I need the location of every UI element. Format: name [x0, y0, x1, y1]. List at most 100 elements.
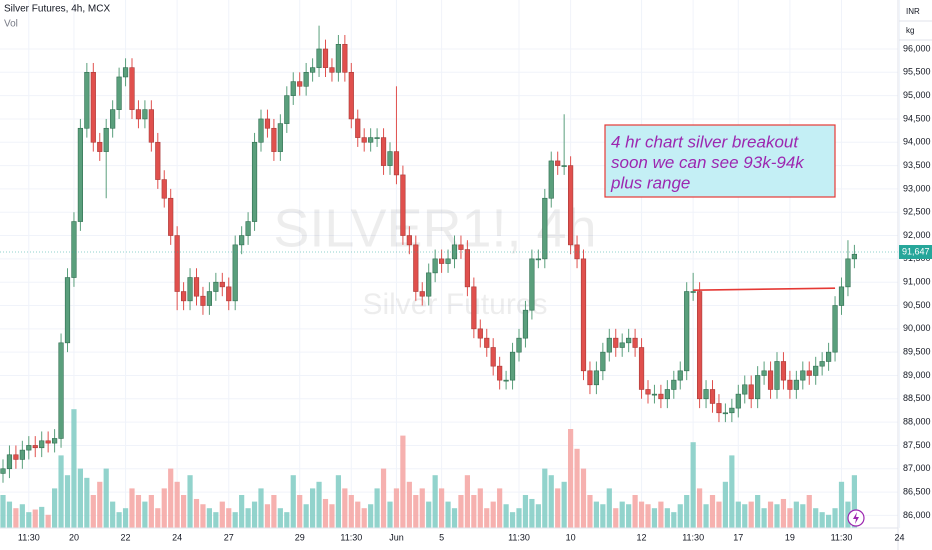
volume-bar	[155, 508, 161, 528]
volume-bar	[729, 455, 735, 528]
volume-bar	[0, 495, 6, 528]
volume-bar	[619, 501, 625, 528]
volume-bar	[400, 435, 406, 528]
volume-bar	[39, 506, 45, 528]
volume-bar	[13, 508, 19, 528]
candle-body	[84, 71, 90, 129]
last-price-tag	[899, 245, 932, 260]
candle-body	[580, 258, 587, 372]
icon-bolt[interactable]	[853, 512, 859, 524]
replay-icon[interactable]	[847, 509, 865, 527]
axis-layer: 86,000 86,500 87,000 87,500 88,000 88,500 89,0…	[18, 43, 932, 542]
volume-bar	[755, 495, 761, 528]
candle-body	[484, 337, 490, 348]
candle-body	[419, 291, 425, 297]
volume-bar	[142, 501, 148, 528]
candle-body	[490, 347, 496, 367]
volume-bar	[426, 501, 432, 528]
volume-bar	[226, 508, 232, 528]
y-tick-label: 93,000	[903, 183, 931, 193]
y-tick-label: 90,000	[903, 323, 931, 333]
watermark-subtitle: Silver Futures	[362, 288, 547, 321]
candle-body	[509, 351, 516, 381]
volume-bar	[787, 508, 793, 528]
candle-body	[503, 379, 509, 382]
candle-body	[774, 361, 780, 390]
candle-body	[239, 235, 245, 246]
volume-bar	[813, 508, 819, 528]
volume-bar	[413, 495, 419, 528]
volume-bar	[168, 468, 174, 528]
volume-bar	[77, 468, 83, 528]
candle-body	[168, 197, 174, 236]
x-tick-label: 12	[637, 532, 647, 542]
volume-bar	[206, 508, 212, 528]
volume-bar	[322, 498, 329, 528]
volume-bar	[703, 504, 709, 528]
candle-body	[645, 389, 651, 395]
volume-bar	[361, 508, 367, 528]
candle-body	[271, 127, 277, 152]
volume-bar	[6, 501, 13, 528]
volume-bar	[271, 495, 277, 528]
volume-bar	[497, 488, 503, 528]
candle-body	[251, 141, 258, 222]
volume-bar	[780, 498, 787, 528]
candle-body	[406, 235, 412, 246]
volume-bar	[471, 495, 477, 528]
candle-body	[587, 370, 593, 386]
candle-body	[219, 281, 225, 288]
volume-bar	[638, 501, 645, 528]
volume-bar	[516, 508, 522, 528]
candle-body	[19, 449, 25, 460]
volume-bar	[503, 504, 509, 528]
level-line	[693, 287, 836, 291]
candle-body	[664, 389, 670, 400]
y-tick-label: 93,500	[903, 160, 931, 170]
candle-body	[193, 277, 200, 297]
candle-body	[477, 328, 483, 339]
candle-body	[426, 272, 432, 297]
candle-body	[64, 277, 71, 344]
volume-bar	[800, 504, 806, 528]
volume-bar	[406, 481, 412, 528]
candle-body	[200, 295, 206, 306]
volume-bar	[97, 481, 103, 528]
candle-body	[800, 370, 806, 381]
volume-bar	[58, 455, 64, 528]
volume-bar	[219, 501, 225, 528]
candle-body	[671, 379, 677, 390]
volume-bar	[277, 508, 283, 528]
volume-bar	[826, 514, 832, 528]
volume-bar	[484, 508, 490, 528]
volume-bar	[374, 488, 380, 528]
volume-layer	[0, 409, 857, 528]
volume-bar	[64, 475, 71, 528]
candle-body	[748, 384, 754, 400]
candle-body	[297, 81, 303, 87]
volume-bar	[690, 442, 696, 528]
candle-body	[161, 179, 167, 199]
y-tick-label: 94,000	[903, 137, 931, 147]
candle-body	[606, 337, 612, 353]
candle-body	[393, 151, 400, 176]
candle-body	[258, 118, 264, 143]
volume-bar	[232, 512, 238, 528]
volume-bar	[561, 481, 567, 528]
volume-bar	[290, 475, 296, 528]
candle-body	[703, 389, 709, 400]
volume-bar	[697, 488, 703, 528]
y-tick-label: 87,000	[903, 463, 931, 473]
volume-bar	[439, 488, 445, 528]
volume-bar	[90, 495, 96, 528]
candle-body	[413, 244, 419, 292]
volume-bar	[477, 488, 483, 528]
candle-body	[716, 403, 722, 414]
candle-body	[6, 454, 13, 470]
volume-bar	[568, 429, 574, 528]
x-tick-label: 11:30	[508, 532, 530, 542]
candle-body	[535, 258, 541, 261]
volume-bar	[490, 501, 496, 528]
x-tick-label: 19	[785, 532, 795, 542]
